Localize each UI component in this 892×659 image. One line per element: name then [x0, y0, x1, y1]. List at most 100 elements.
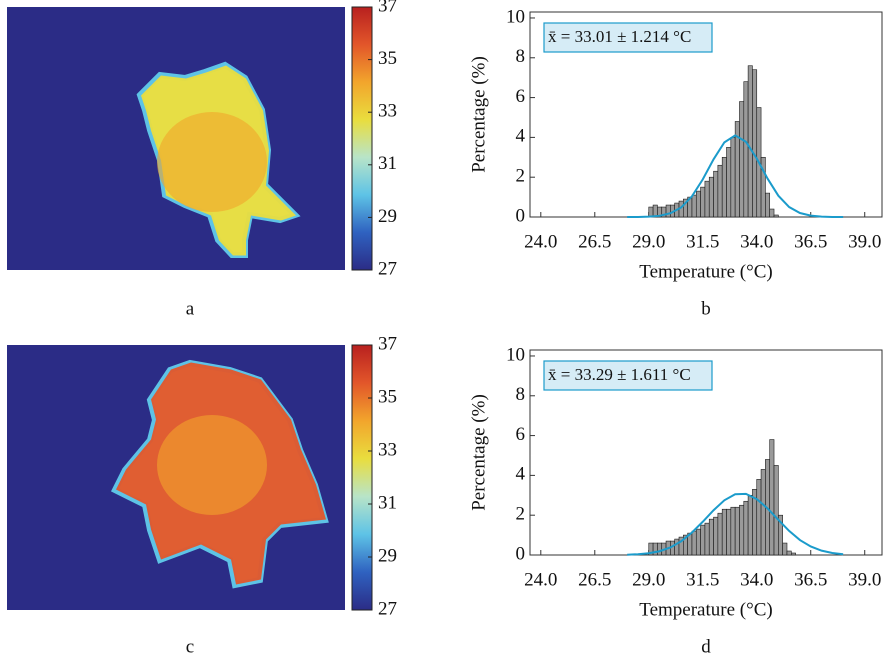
y-tick-label: 4	[516, 464, 526, 485]
histogram-bar	[756, 479, 762, 556]
caption: b	[701, 298, 711, 319]
x-axis-label: Temperature (°C)	[639, 261, 772, 282]
x-axis-label: Temperature (°C)	[639, 599, 772, 620]
colorbar-tick-label: 35	[378, 386, 397, 407]
y-tick-label: 8	[516, 46, 526, 67]
caption: c	[186, 636, 194, 657]
thermal-image	[7, 345, 345, 610]
colorbar-tick-label: 29	[378, 206, 397, 227]
y-axis-label: Percentage (%)	[468, 56, 489, 173]
histogram-bar	[704, 522, 710, 556]
histogram-bar	[730, 506, 736, 556]
histogram-bar	[713, 170, 719, 218]
histogram-bar	[726, 147, 732, 218]
body-core	[157, 415, 267, 515]
x-tick-label: 24.0	[524, 231, 557, 252]
y-tick-label: 2	[516, 166, 526, 187]
x-tick-label: 34.0	[740, 569, 773, 590]
y-axis-label: Percentage (%)	[468, 394, 489, 511]
x-tick-label: 36.5	[794, 231, 827, 252]
histogram-bar	[708, 518, 714, 556]
histogram-bar	[760, 156, 766, 218]
histogram-bar	[695, 190, 701, 218]
histogram-bar	[721, 508, 727, 556]
caption: d	[701, 636, 711, 657]
fit-curve	[627, 492, 844, 556]
histogram-bar	[760, 469, 766, 556]
fit-curve	[627, 134, 844, 218]
x-tick-label: 36.5	[794, 569, 827, 590]
histogram-bar	[739, 504, 745, 556]
histogram-bar	[765, 192, 771, 218]
histogram-bar	[743, 81, 749, 218]
annotation: x̄ = 33.29 ± 1.611 °C	[548, 365, 691, 384]
x-tick-label: 29.0	[632, 231, 665, 252]
histogram-bar	[717, 512, 723, 556]
histogram-bar	[674, 538, 680, 556]
colorbar-tick-label: 37	[378, 0, 397, 16]
x-tick-label: 31.5	[686, 231, 719, 252]
x-tick-label: 31.5	[686, 569, 719, 590]
histogram-bar	[700, 524, 706, 556]
thermal-image	[7, 7, 345, 270]
y-tick-label: 10	[506, 6, 525, 27]
y-tick-label: 4	[516, 126, 526, 147]
annotation-box	[543, 22, 713, 53]
histogram-bar	[769, 439, 775, 556]
colorbar-tick-label: 33	[378, 439, 397, 460]
body-core	[157, 112, 267, 212]
histogram-bar	[700, 186, 706, 218]
colorbar-tick-label: 29	[378, 545, 397, 566]
y-tick-label: 10	[506, 344, 525, 365]
x-tick-label: 39.0	[848, 569, 881, 590]
histogram-bar	[657, 542, 663, 556]
histogram-bar	[704, 180, 710, 218]
histogram-bar	[743, 500, 749, 556]
histogram-bar	[734, 506, 740, 556]
histogram-bar	[726, 508, 732, 556]
colorbar-tick-label: 27	[378, 258, 397, 279]
histogram-bar	[773, 214, 779, 218]
annotation-box	[543, 360, 713, 391]
colorbar	[351, 344, 373, 611]
histogram-bar	[778, 514, 783, 556]
histogram-bar	[739, 101, 745, 218]
x-tick-label: 26.5	[578, 231, 611, 252]
y-tick-label: 2	[516, 504, 526, 525]
annotation: x̄ = 33.01 ± 1.214 °C	[548, 27, 691, 46]
x-tick-label: 29.0	[632, 569, 665, 590]
histogram-bar	[721, 156, 727, 218]
histogram-bar	[747, 494, 753, 556]
histogram-bar	[730, 137, 736, 218]
histogram-bar	[708, 176, 714, 218]
x-tick-label: 24.0	[524, 569, 557, 590]
histogram-bar	[695, 528, 701, 556]
y-tick-label: 6	[516, 424, 526, 445]
histogram-bar	[773, 465, 779, 556]
histogram-bar	[769, 208, 775, 218]
histogram-bar	[747, 65, 753, 218]
y-tick-label: 0	[516, 205, 526, 226]
colorbar-tick-label: 31	[378, 153, 397, 174]
histogram-bar	[791, 552, 796, 556]
colorbar-tick-label: 33	[378, 101, 397, 122]
colorbar-tick-label: 35	[378, 48, 397, 69]
x-tick-label: 39.0	[848, 231, 881, 252]
histogram-bar	[717, 164, 723, 218]
y-tick-label: 6	[516, 86, 526, 107]
histogram-bar	[691, 530, 697, 556]
histogram-bar	[691, 194, 697, 218]
caption: a	[186, 298, 195, 319]
y-tick-label: 0	[516, 543, 526, 564]
histogram-bar	[782, 542, 788, 556]
x-tick-label: 34.0	[740, 231, 773, 252]
histogram-bar	[786, 550, 792, 556]
x-tick-label: 26.5	[578, 569, 611, 590]
colorbar-tick-label: 37	[378, 333, 397, 354]
colorbar	[351, 6, 373, 271]
histogram-bar	[713, 516, 719, 556]
histogram-bar	[752, 69, 758, 218]
histogram-bar	[665, 204, 671, 218]
colorbar-tick-label: 27	[378, 598, 397, 619]
